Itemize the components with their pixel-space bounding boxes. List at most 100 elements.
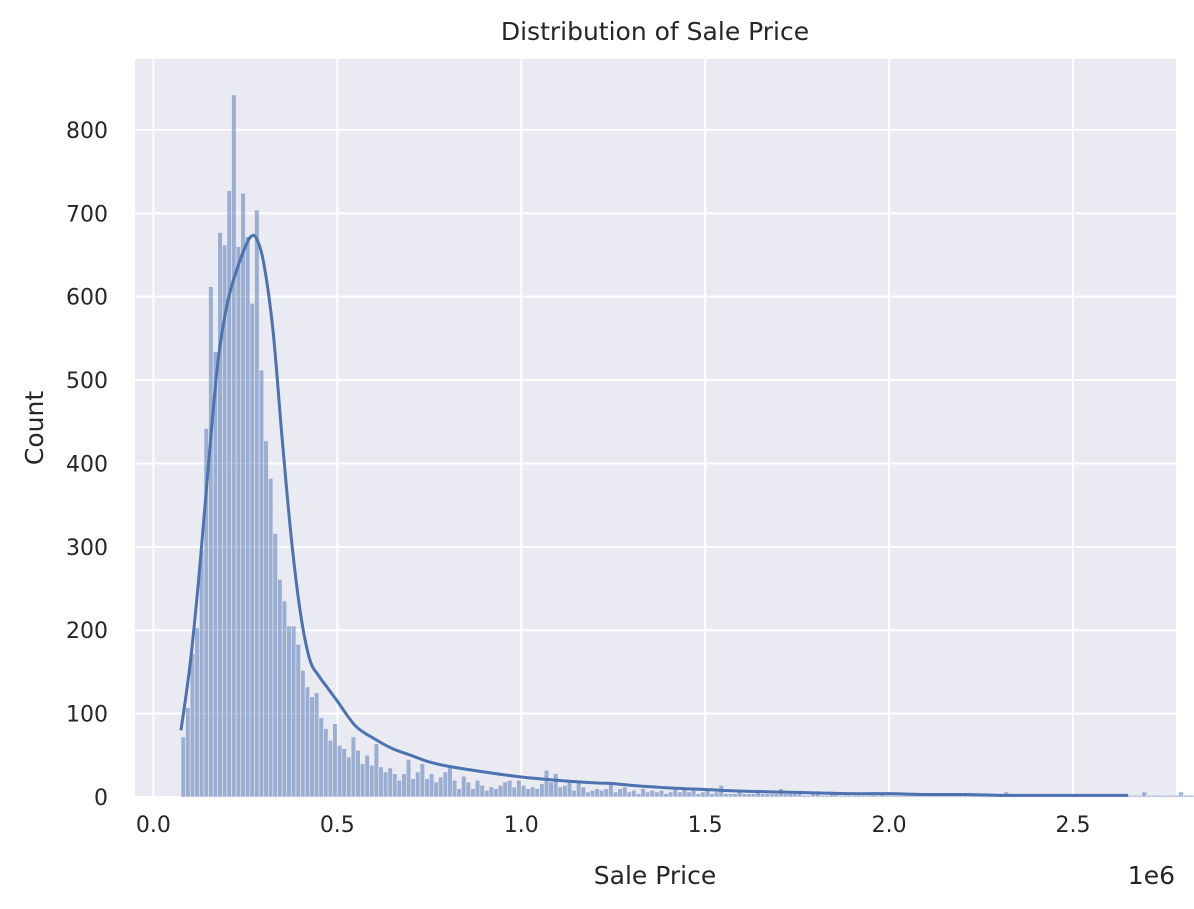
histogram-bar (488, 786, 494, 798)
histogram-bar (792, 793, 798, 798)
histogram-bar (1160, 795, 1166, 798)
histogram-bar (180, 736, 186, 798)
histogram-bar (1178, 791, 1184, 798)
x-tick-label: 0.0 (136, 813, 171, 838)
x-tick-label: 1.0 (504, 813, 539, 838)
histogram-bar (1137, 795, 1143, 798)
histogram-bar (291, 625, 297, 798)
histogram-bar (327, 739, 334, 798)
histogram-bar (493, 788, 499, 798)
histogram-bar (732, 793, 738, 798)
histogram-bar (801, 795, 807, 798)
histogram-bar (902, 795, 908, 798)
histogram-bar (1146, 795, 1152, 798)
histogram-bar (1183, 795, 1189, 798)
histogram-bar (612, 791, 619, 798)
histogram-bar (737, 791, 743, 798)
histogram-bar (470, 788, 476, 798)
histogram-bar (557, 786, 563, 798)
histogram-bar (851, 795, 858, 798)
histogram-bar (373, 743, 379, 798)
histogram-bar (580, 786, 586, 798)
histogram-bar (856, 795, 862, 798)
histogram-bar (396, 780, 402, 798)
y-tick-label: 100 (66, 703, 108, 728)
histogram-bar (240, 192, 246, 798)
histogram-bar (511, 786, 517, 798)
histogram-bar (332, 723, 338, 798)
histogram-bar (451, 780, 458, 798)
histogram-bar (350, 736, 357, 798)
histogram-bar (254, 209, 260, 798)
histogram-bar (723, 793, 729, 798)
histogram-bar (309, 696, 315, 798)
histogram-bar (355, 750, 361, 798)
histogram-bar (589, 790, 596, 798)
histogram-bar (1150, 795, 1157, 798)
histogram-bar (479, 785, 485, 798)
histogram-bar (562, 785, 568, 798)
histogram-bar (502, 781, 508, 798)
histogram-bar (415, 771, 421, 798)
histogram-bar (300, 669, 306, 798)
histogram-bar (599, 790, 605, 798)
histogram-bar (1155, 795, 1161, 798)
histogram-bar (231, 94, 237, 798)
histogram-bar (750, 793, 757, 798)
histogram-bar (360, 763, 366, 798)
histogram-bar (658, 790, 665, 798)
y-tick-label: 600 (66, 286, 108, 311)
histogram-bar (691, 790, 697, 798)
histogram-bar (525, 788, 531, 798)
histogram-bar (419, 763, 425, 798)
histogram-bar (764, 793, 770, 798)
histogram-bar (773, 793, 780, 798)
y-tick-label: 200 (66, 619, 108, 644)
histogram-bar (465, 781, 471, 798)
histogram-bar (635, 793, 642, 798)
histogram-bar (314, 692, 320, 798)
histogram-bar (424, 778, 430, 798)
y-axis-label: Count (20, 391, 49, 465)
histogram-bar (530, 786, 536, 798)
x-tick-label: 2.0 (872, 813, 907, 838)
histogram-bar (622, 786, 628, 798)
histogram-bar (695, 793, 701, 798)
histogram-bar (1141, 791, 1147, 798)
histogram-bar (534, 788, 540, 798)
histogram-bar (608, 783, 614, 798)
histogram-bar (714, 791, 720, 798)
histogram-bar (603, 788, 609, 798)
y-tick-label: 400 (66, 452, 108, 477)
histogram-bar (401, 773, 407, 798)
histogram-bar (543, 770, 550, 798)
histogram-bar (1192, 795, 1194, 798)
histogram-bar (631, 790, 637, 798)
histogram-bar (318, 717, 324, 798)
histogram-bar (341, 748, 347, 798)
histogram-bar (861, 795, 867, 798)
histogram-bar (874, 795, 881, 798)
chart-title: Distribution of Sale Price (501, 17, 809, 46)
histogram-bar (1187, 795, 1193, 798)
histogram-bar (1173, 795, 1180, 798)
histogram-bar (258, 369, 265, 798)
histogram-bar (1169, 795, 1175, 798)
histogram-bar (263, 440, 269, 798)
histogram-bar (1127, 795, 1134, 798)
histogram-bar (428, 773, 435, 798)
histogram-bar (405, 759, 412, 798)
y-tick-label: 300 (66, 536, 108, 561)
histogram-bar (746, 793, 752, 798)
histogram-bar (571, 790, 577, 798)
y-tick-label: 500 (66, 369, 108, 394)
y-tick-label: 700 (66, 202, 108, 227)
histogram-bar (272, 533, 278, 798)
histogram-bar (824, 795, 830, 798)
histogram-bar (893, 795, 899, 798)
histogram-bar (783, 793, 789, 798)
histogram-bar (677, 791, 683, 798)
y-tick-labels: 0 100 200 300 400 500 600 700 800 (66, 119, 108, 811)
histogram-bar (520, 785, 527, 798)
histogram-bar (654, 791, 660, 798)
